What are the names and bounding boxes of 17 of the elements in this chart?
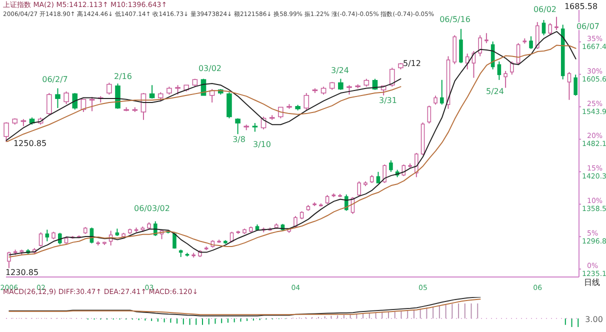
- annotation: 3/8: [232, 135, 246, 144]
- annotation: 06/2/7: [42, 75, 68, 84]
- annotation: 1685.58: [564, 2, 598, 11]
- annotation: 3/31: [379, 96, 397, 105]
- annotation: 2/16: [114, 72, 132, 81]
- text: 日线: [584, 278, 600, 287]
- annotation: 06/03/02: [134, 204, 170, 213]
- annotation: 1230.85: [5, 268, 39, 277]
- annotation: 1250.85: [13, 139, 47, 148]
- annotation: 3/10: [253, 140, 271, 149]
- annotation: 3/24: [331, 66, 349, 75]
- annotation: 5/24: [486, 87, 504, 96]
- text: 3.00: [585, 315, 603, 324]
- annotation: 5/12: [403, 59, 421, 68]
- annotation: 03/02: [198, 64, 222, 73]
- annotation: 06/02: [533, 5, 557, 14]
- annotation: 06/5/16: [440, 15, 470, 24]
